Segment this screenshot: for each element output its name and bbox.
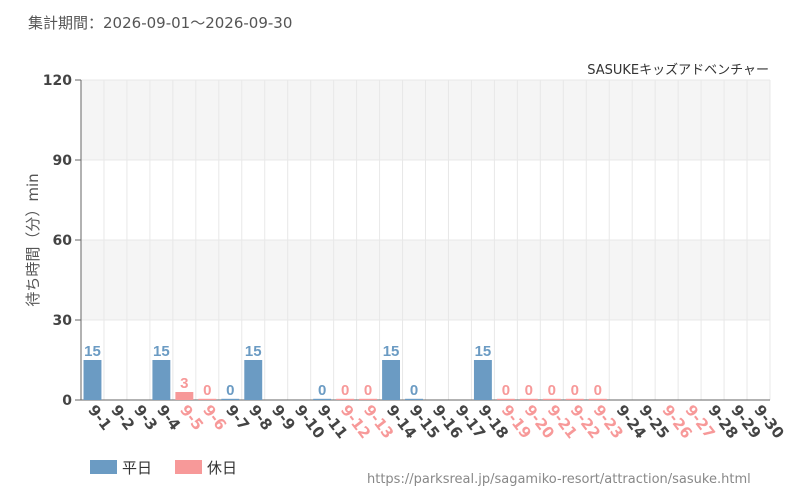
x-tick-label: 9-9 — [268, 401, 299, 433]
x-tick-label: 9-2 — [107, 401, 138, 433]
bar — [405, 398, 423, 400]
period-label: 集計期間：2026-09-01〜2026-09-30 — [28, 12, 292, 33]
bar — [496, 398, 515, 400]
x-tick-label: 9-6 — [199, 401, 230, 433]
grid-lines — [80, 79, 771, 401]
legend: 平日 休日 — [90, 459, 237, 477]
data-label: 0 — [226, 382, 234, 399]
period-prefix: 集計期間： — [28, 14, 104, 32]
bar — [565, 398, 584, 400]
x-tick-label: 9-3 — [130, 401, 161, 433]
data-label: 0 — [341, 382, 349, 399]
bar — [221, 398, 240, 400]
legend-label: 平日 — [122, 459, 152, 477]
data-label: 0 — [410, 382, 418, 399]
bar — [313, 398, 332, 400]
bar — [244, 360, 263, 400]
bar — [473, 360, 492, 400]
bar — [542, 398, 561, 400]
data-label: 3 — [180, 375, 188, 392]
bar — [588, 398, 607, 400]
data-label: 0 — [203, 382, 211, 399]
bar — [382, 360, 401, 400]
legend-swatch — [175, 460, 202, 474]
y-axis-label: 待ち時間（分）min — [24, 173, 42, 306]
data-label: 0 — [318, 382, 326, 399]
data-label: 0 — [525, 382, 533, 399]
x-tick-label: 9-1 — [84, 401, 115, 433]
bar — [175, 392, 194, 400]
data-label: 0 — [571, 382, 579, 399]
data-label: 15 — [245, 343, 262, 360]
x-tick-label: 9-4 — [153, 401, 184, 433]
data-label: 0 — [548, 382, 556, 399]
x-tick-label: 9-5 — [176, 401, 207, 433]
y-tick-label: 30 — [53, 313, 73, 329]
y-tick-label: 0 — [62, 393, 72, 409]
data-label: 0 — [502, 382, 510, 399]
y-tick-label: 90 — [53, 153, 73, 169]
data-label: 15 — [153, 343, 170, 360]
y-tick-label: 120 — [43, 73, 72, 89]
source-url[interactable]: https://parksreal.jp/sagamiko-resort/att… — [367, 472, 751, 487]
y-ticks: 0 30 60 90 120 — [43, 73, 81, 409]
legend-swatch — [90, 460, 117, 474]
bar — [198, 398, 217, 400]
bars — [83, 360, 607, 400]
bar — [152, 360, 171, 400]
x-tick-label: 9-7 — [222, 401, 253, 433]
bar — [519, 398, 538, 400]
data-label: 0 — [594, 382, 602, 399]
x-tick-label: 9-8 — [245, 401, 276, 433]
period-start: 2026-09-01 — [103, 14, 191, 32]
data-label: 15 — [84, 343, 101, 360]
bar — [336, 398, 355, 400]
period-separator: 〜 — [190, 14, 206, 32]
chart-title: SASUKEキッズアドベンチャー — [587, 62, 769, 78]
period-end: 2026-09-30 — [205, 14, 293, 32]
data-label: 15 — [475, 343, 492, 360]
data-label: 15 — [383, 343, 400, 360]
x-tick-labels: 9-19-29-39-49-59-69-79-89-99-109-119-129… — [84, 401, 787, 442]
bar — [83, 360, 102, 400]
y-tick-label: 60 — [53, 233, 73, 249]
legend-label: 休日 — [207, 459, 237, 477]
bar — [359, 398, 378, 400]
data-label: 0 — [364, 382, 372, 399]
